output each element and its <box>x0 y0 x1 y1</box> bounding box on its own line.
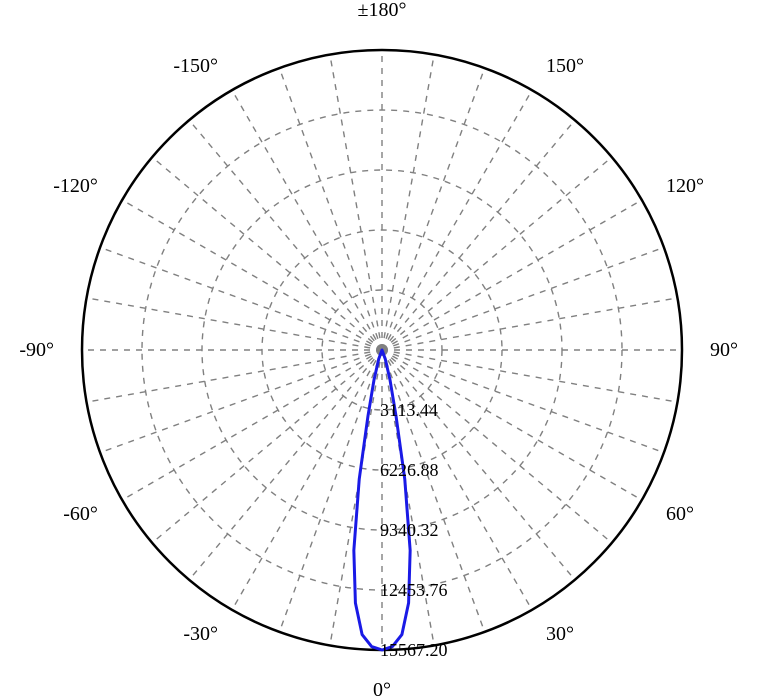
angle-label: 0° <box>373 679 391 696</box>
radial-tick-label: 9340.32 <box>380 520 439 540</box>
angle-label: 120° <box>666 175 704 197</box>
angle-label: ±180° <box>358 0 407 21</box>
angle-label: -30° <box>183 623 218 645</box>
polar-chart: 3113.44 6226.88 9340.32 12453.76 15567.20 ±18… <box>0 0 765 696</box>
radial-tick-label: 12453.76 <box>380 580 448 600</box>
angle-label: -120° <box>53 175 98 197</box>
angle-label: 150° <box>546 55 584 77</box>
radial-tick-label: 3113.44 <box>380 400 438 420</box>
angle-label: 90° <box>710 339 738 361</box>
angle-label: -150° <box>173 55 218 77</box>
angle-label: 60° <box>666 503 694 525</box>
angle-label: 30° <box>546 623 574 645</box>
radial-tick-label: 6226.88 <box>380 460 439 480</box>
angle-label: -60° <box>63 503 98 525</box>
angle-label: -90° <box>19 339 54 361</box>
radial-tick-label: 15567.20 <box>380 640 448 660</box>
